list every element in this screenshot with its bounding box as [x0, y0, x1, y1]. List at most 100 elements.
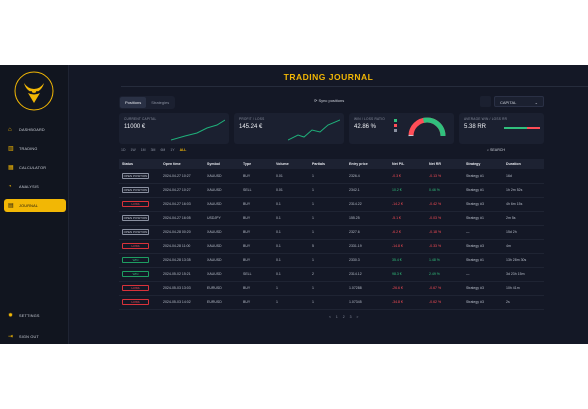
filter-1y[interactable]: 1Y — [170, 148, 175, 152]
card-label: PROFIT / LOSS — [239, 117, 265, 121]
tab-strategies[interactable]: Strategies — [151, 100, 170, 105]
column-header[interactable]: Net P/L — [389, 159, 426, 169]
table-cell: 2024-04-28 11:00 — [160, 239, 204, 254]
cell-dur: 2s — [506, 300, 510, 304]
table-cell: 155.25 — [346, 211, 389, 226]
cell-rr: -0.33 % — [429, 244, 442, 248]
table-cell: 0.1 — [273, 267, 309, 282]
table-row[interactable]: OPEN POSITION 2024-04-27 10:27 XAUUSD SELL 0… — [119, 183, 544, 198]
journal-icon: ▤ — [8, 202, 14, 209]
table-row[interactable]: LOSS 2024-05-03 13:03 EURUSD BUY 1 1 1.07288 -2… — [119, 281, 544, 296]
column-header[interactable]: Entry price — [346, 159, 389, 169]
table-row[interactable]: OPEN POSITION 2024-04-28 00:20 XAUUSD BUY 0.… — [119, 225, 544, 240]
win-loss-gauge — [408, 117, 446, 137]
table-cell: BUY — [240, 253, 273, 268]
table-cell: 0.01 — [273, 169, 309, 184]
cell-strat: — — [466, 230, 470, 234]
table-cell: -26.6 € — [389, 281, 426, 296]
table-cell: -5.1 € — [389, 211, 426, 226]
table-cell: -0.18 % — [426, 225, 463, 240]
column-header[interactable]: Volume — [273, 159, 309, 169]
filter-1m[interactable]: 1M — [140, 148, 146, 152]
capital-select[interactable]: CAPITAL ⌄ — [494, 96, 544, 107]
column-header[interactable]: Partials — [309, 159, 346, 169]
column-header[interactable]: Strategy — [463, 159, 503, 169]
table-cell: 1h 2m 52s — [503, 183, 544, 198]
cell-type: BUY — [243, 202, 251, 206]
column-header-label: Duration — [506, 162, 521, 166]
analysis-icon: ◔ — [8, 183, 12, 190]
sidebar-nav: ⌂ DASHBOARD ▥ TRADING ▦ CALCULATOR ◔ ANALYSIS ▤ J… — [0, 123, 69, 218]
table-cell: EURUSD — [204, 295, 240, 310]
cell-strat: Strategy #1 — [466, 258, 484, 262]
table-row[interactable]: LOSS 2024-04-28 11:00 XAUUSD BUY 0.1 5 2331.19… — [119, 239, 544, 254]
status-badge: OPEN POSITION — [122, 215, 149, 221]
sidebar-item-trading[interactable]: ▥ TRADING — [4, 142, 66, 155]
column-header[interactable]: Symbol — [204, 159, 240, 169]
cell-sym: EURUSD — [207, 300, 222, 304]
filter-all[interactable]: ALL — [179, 148, 187, 152]
column-header[interactable]: Net RR — [426, 159, 463, 169]
table-cell: -0.3 € — [389, 169, 426, 184]
column-header[interactable]: Type — [240, 159, 273, 169]
column-header[interactable]: Open time — [160, 159, 204, 169]
cell-sym: XAUUSD — [207, 173, 222, 178]
table-cell: SELL — [240, 183, 273, 198]
win-loss-legend — [394, 119, 397, 132]
cell-sym: XAUUSD — [207, 244, 222, 248]
cell-dur: 16d — [506, 173, 512, 178]
table-row[interactable]: LOSS 2024-05-03 14:02 EURUSD BUY 1 1 1.07345 -3… — [119, 295, 544, 310]
filter-3m[interactable]: 3M — [150, 148, 156, 152]
table-cell: 0.1 — [273, 197, 309, 212]
sidebar-item-settings[interactable]: ✹ SETTINGS — [4, 309, 66, 322]
sidebar-bottom-nav: ✹ SETTINGS ⇥ SIGN OUT — [0, 309, 69, 351]
table-row[interactable]: WIN 2024-04-28 13:35 XAUUSD BUY 0.1 1 2330.3 35… — [119, 253, 544, 268]
sidebar-item-dashboard[interactable]: ⌂ DASHBOARD — [4, 123, 66, 136]
card-label: AVERAGE WIN / LOSS RR — [464, 117, 508, 121]
pagination[interactable]: < 1 2 3 > — [329, 315, 361, 319]
table-cell: 2 — [309, 267, 346, 282]
table-cell: 10.2 € — [389, 183, 426, 198]
table-cell: Strategy #3 — [463, 295, 503, 310]
table-cell: BUY — [240, 169, 273, 184]
table-cell: BUY — [240, 211, 273, 226]
capital-toggle[interactable] — [480, 96, 491, 107]
table-cell: 0.01 — [273, 183, 309, 198]
table-row[interactable]: OPEN POSITION 2024-04-27 16:05 USDJPY BUY 0.… — [119, 211, 544, 226]
sidebar-item-journal[interactable]: ▤ JOURNAL — [4, 199, 66, 212]
table-cell: BUY — [240, 225, 273, 240]
sync-positions-button[interactable]: ⟳ Sync positions — [314, 98, 344, 103]
cell-type: BUY — [243, 216, 251, 220]
table-cell: XAUUSD — [204, 267, 240, 282]
cell-entry: 1.07345 — [349, 300, 362, 304]
cell-entry: 2327.6 — [349, 230, 360, 234]
sidebar-item-label: DASHBOARD — [19, 127, 45, 132]
table-cell: 2024-05-03 14:02 — [160, 295, 204, 310]
card-win-loss: WIN / LOSS RATIO 42.86 % — [349, 113, 454, 144]
table-cell: 0.1 — [273, 253, 309, 268]
cell-entry: 2330.3 — [349, 258, 360, 262]
table-cell: -14.2 € — [389, 197, 426, 212]
filter-1w[interactable]: 1W — [130, 148, 136, 152]
search-button[interactable]: ⌕ SEARCH — [487, 148, 505, 152]
table-row[interactable]: OPEN POSITION 2024-04-27 10:27 XAUUSD BUY 0.… — [119, 169, 544, 184]
table-row[interactable]: WIN 2024-05-02 15:21 XAUUSD SELL 0.1 2 2314.12… — [119, 267, 544, 282]
table-cell: 3d 23h 15m — [503, 267, 544, 282]
column-header[interactable]: Duration — [503, 159, 544, 169]
rr-bar — [504, 127, 540, 129]
sidebar-item-analysis[interactable]: ◔ ANALYSIS — [4, 180, 66, 193]
sidebar-item-calculator[interactable]: ▦ CALCULATOR — [4, 161, 66, 174]
cell-type: BUY — [243, 286, 251, 290]
table-cell: 1 — [309, 211, 346, 226]
sidebar: ⌂ DASHBOARD ▥ TRADING ▦ CALCULATOR ◔ ANALYSIS ▤ J… — [0, 65, 69, 344]
filter-1d[interactable]: 1D — [121, 148, 126, 152]
cell-part: 1 — [312, 173, 314, 178]
filter-6m[interactable]: 6M — [160, 148, 166, 152]
sidebar-item-sign-out[interactable]: ⇥ SIGN OUT — [4, 330, 66, 343]
table-cell: OPEN POSITION — [119, 211, 160, 226]
column-header[interactable]: Status — [119, 159, 160, 169]
table-cell: 2342.1 — [346, 183, 389, 198]
table-row[interactable]: LOSS 2024-04-27 16:03 XAUUSD BUY 0.1 1 2314.22… — [119, 197, 544, 212]
table-cell: 2024-04-27 16:05 — [160, 211, 204, 226]
tab-positions[interactable]: Positions — [120, 97, 147, 108]
